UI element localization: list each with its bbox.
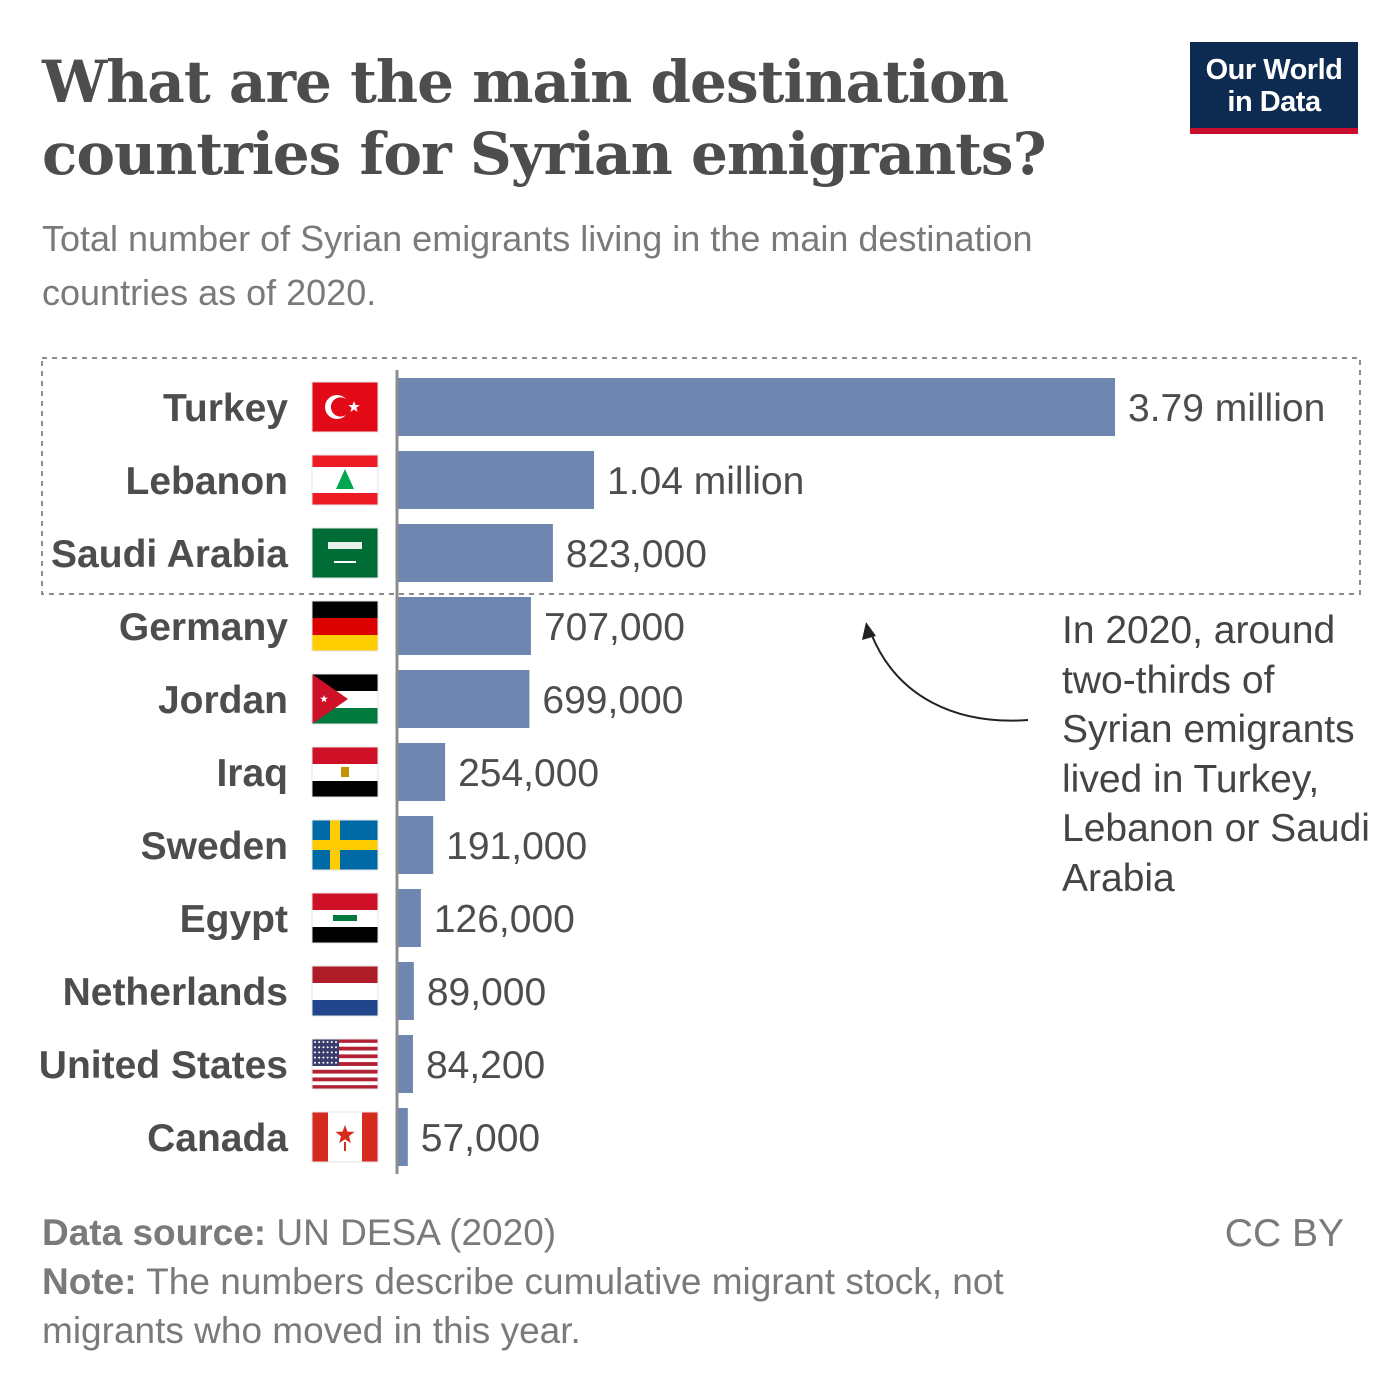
category-label-saudi-arabia: Saudi Arabia	[51, 533, 288, 576]
germany-flag-icon	[311, 600, 379, 652]
bar-sweden	[397, 816, 434, 874]
logo-line-1: Our World	[1205, 54, 1343, 86]
value-label-egypt: 126,000	[434, 898, 575, 941]
category-label-jordan: Jordan	[158, 679, 288, 722]
owid-logo[interactable]: Our World in Data	[1190, 42, 1358, 134]
sweden-flag-icon	[311, 819, 379, 871]
bar-turkey	[397, 378, 1115, 436]
value-label-canada: 57,000	[421, 1117, 540, 1160]
data-source: Data source: UN DESA (2020)	[42, 1208, 1122, 1257]
logo-line-2: in Data	[1227, 86, 1321, 118]
category-label-united-states: United States	[39, 1044, 288, 1087]
value-label-jordan: 699,000	[542, 679, 683, 722]
jordan-flag-icon	[311, 673, 379, 725]
category-label-sweden: Sweden	[141, 825, 288, 868]
netherlands-flag-icon	[311, 965, 379, 1017]
category-label-lebanon: Lebanon	[126, 460, 289, 503]
turkey-flag-icon	[311, 381, 379, 433]
value-label-netherlands: 89,000	[427, 971, 546, 1014]
category-label-canada: Canada	[147, 1117, 288, 1160]
annotation-arrow	[868, 627, 1029, 722]
chart-annotation: In 2020, around two-thirds of Syrian emi…	[1062, 609, 1370, 900]
bar-united-states	[397, 1035, 413, 1093]
united-states-flag-icon	[311, 1038, 379, 1090]
lebanon-flag-icon	[311, 454, 379, 506]
bar-saudi-arabia	[397, 524, 553, 582]
value-label-united-states: 84,200	[426, 1044, 545, 1087]
category-label-egypt: Egypt	[180, 898, 288, 941]
value-label-germany: 707,000	[544, 606, 685, 649]
value-label-lebanon: 1.04 million	[607, 460, 804, 503]
chart-subtitle: Total number of Syrian emigrants living …	[42, 218, 1033, 313]
canada-flag-icon	[311, 1111, 379, 1163]
value-label-sweden: 191,000	[446, 825, 587, 868]
iraq-flag-icon	[311, 892, 379, 944]
bar-egypt	[397, 889, 421, 947]
category-label-turkey: Turkey	[163, 387, 288, 430]
annotation-arrowhead	[862, 622, 876, 640]
category-label-netherlands: Netherlands	[63, 971, 288, 1014]
category-label-germany: Germany	[119, 606, 288, 649]
chart-footer: Data source: UN DESA (2020) Note: The nu…	[42, 1208, 1122, 1355]
bar-chart: Turkey 3.79 million Lebanon 1.04 million Sau…	[39, 357, 1361, 1174]
highlight-box	[41, 357, 1361, 595]
note-label: Note:	[42, 1261, 137, 1302]
bar-iraq	[397, 743, 446, 801]
data-source-label: Data source:	[42, 1212, 267, 1253]
saudi-arabia-flag-icon	[311, 527, 379, 579]
data-source-text: UN DESA (2020)	[266, 1212, 557, 1253]
chart-title: What are the main destination countries …	[42, 48, 1047, 188]
bar-canada	[397, 1108, 408, 1166]
note-text: The numbers describe cumulative migrant …	[42, 1261, 1004, 1351]
bar-jordan	[397, 670, 530, 728]
category-label-iraq: Iraq	[216, 752, 288, 795]
value-label-turkey: 3.79 million	[1128, 387, 1325, 430]
bar-germany	[397, 597, 531, 655]
value-label-iraq: 254,000	[458, 752, 599, 795]
license[interactable]: CC BY	[1224, 1212, 1344, 1255]
chart-note: Note: The numbers describe cumulative mi…	[42, 1257, 1122, 1355]
egypt-flag-icon	[311, 746, 379, 798]
bar-lebanon	[397, 451, 595, 509]
bar-netherlands	[397, 962, 414, 1020]
value-label-saudi-arabia: 823,000	[566, 533, 707, 576]
